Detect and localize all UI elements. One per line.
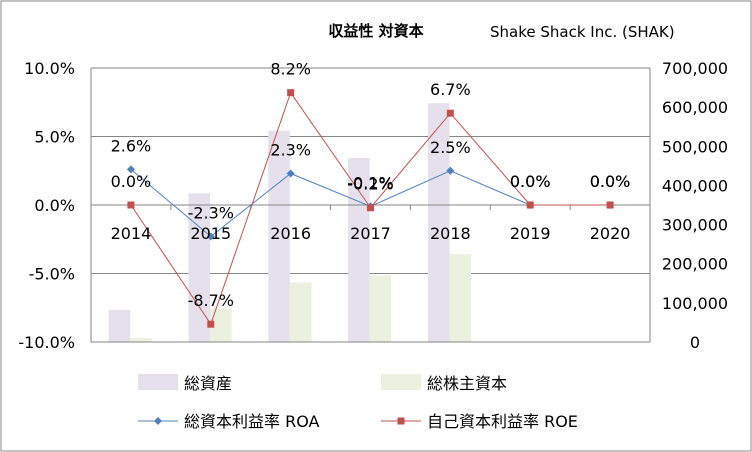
roe-data-label: 6.7% [430, 80, 471, 99]
left-axis-tick-label: 10.0% [24, 59, 75, 78]
legend-marker-roa [154, 417, 162, 425]
bar-total-equity [449, 253, 472, 342]
right-axis-ticks: 700,000 600,000 500,000 400,000 300,000 200,0… [662, 59, 728, 352]
right-axis-tick-label: 400,000 [662, 176, 728, 195]
roa-marker [206, 232, 215, 241]
left-axis-tick-label: 5.0% [34, 128, 75, 147]
roe-data-label: 0.0% [590, 172, 631, 191]
bar-total-assets [108, 309, 131, 342]
legend-label-roa: 総資本利益率 ROA [184, 412, 320, 431]
roa-data-label: 2.3% [270, 140, 311, 159]
right-axis-tick-label: 300,000 [662, 216, 728, 235]
category-label: 2017 [350, 224, 391, 243]
left-axis-tick-label: -5.0% [29, 265, 75, 284]
right-axis-tick-label: 0 [690, 333, 700, 352]
bar-total-equity [130, 338, 152, 342]
roe-marker [526, 201, 534, 209]
roe-marker [367, 204, 374, 212]
category-labels: 2014 2015 2016 2017 2018 2019 2020 [111, 224, 631, 243]
roa-marker [446, 166, 455, 175]
bar-total-equity [289, 282, 312, 342]
company-name: Shake Shack Inc. (SHAK) [490, 23, 675, 41]
right-axis-tick-label: 600,000 [662, 98, 728, 117]
roe-marker [207, 320, 215, 328]
right-axis-tick-label: 100,000 [662, 294, 728, 313]
category-label: 2014 [111, 224, 152, 243]
roe-data-label: 0.0% [510, 172, 551, 191]
legend-label-total-assets: 総資産 [184, 374, 232, 393]
roe-data-label: -8.7% [188, 291, 234, 310]
left-axis-tick-label: 0.0% [34, 196, 75, 215]
legend: 総資産 総株主資本 総資本利益率 ROA 自己資本利益率 ROE [138, 374, 578, 431]
roa-data-label: 2.6% [111, 136, 152, 155]
category-label: 2019 [510, 224, 551, 243]
left-axis-tick-label: -10.0% [18, 333, 75, 352]
roe-data-label: -0.2% [347, 175, 393, 194]
roa-marker [126, 165, 135, 174]
roe-marker [287, 89, 295, 97]
bars [108, 103, 472, 342]
bar-total-assets [188, 193, 210, 342]
roa-data-label: 2.5% [430, 138, 471, 157]
roe-marker [127, 201, 135, 209]
category-label: 2016 [270, 224, 311, 243]
roa-data-label: -0.1% [347, 173, 393, 192]
legend-marker-roe [397, 417, 405, 425]
roe-data-label: 0.0% [111, 172, 152, 191]
legend-label-roe: 自己資本利益率 ROE [427, 412, 578, 431]
category-label: 2018 [430, 224, 471, 243]
legend-swatch-total-assets [138, 374, 178, 390]
roa-data-label: -2.3% [188, 204, 234, 223]
legend-label-total-equity: 総株主資本 [427, 374, 507, 393]
roe-data-label: 8.2% [270, 60, 311, 79]
bar-total-equity [209, 308, 232, 342]
series-lines [126, 89, 615, 328]
roe-marker [606, 201, 614, 209]
chart-title: 収益性 対資本 [328, 22, 423, 40]
bar-total-equity [369, 275, 392, 342]
roe-marker [446, 109, 454, 117]
bar-total-assets [268, 130, 290, 342]
roa-marker [286, 169, 295, 178]
right-axis-tick-label: 700,000 [662, 59, 728, 78]
roa-data-label: 0.0% [590, 172, 631, 191]
left-axis-ticks: 10.0% 5.0% 0.0% -5.0% -10.0% [18, 59, 75, 352]
right-axis-tick-label: 200,000 [662, 255, 728, 274]
right-axis-tick-label: 500,000 [662, 137, 728, 156]
roa-data-label: 0.0% [510, 172, 551, 191]
category-label: 2015 [190, 224, 231, 243]
legend-swatch-total-equity [381, 374, 421, 390]
bar-total-assets [427, 103, 450, 342]
data-labels: 2.6% -2.3% 2.3% -0.1% 2.5% 0.0% 0.0% 0.0% -8.7% 8… [111, 60, 631, 311]
category-label: 2020 [590, 224, 631, 243]
